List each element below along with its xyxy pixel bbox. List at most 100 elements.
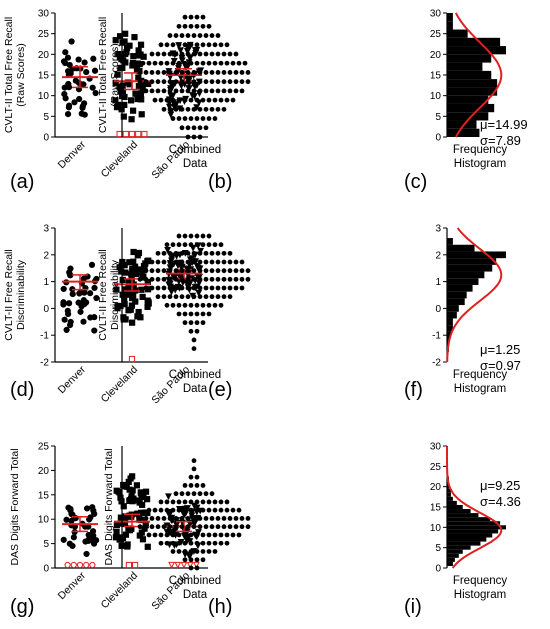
y-axis-title: CVLT-II Free Recall Discriminability <box>3 249 27 340</box>
data-point <box>138 509 145 516</box>
data-point <box>212 97 218 103</box>
data-point <box>164 60 170 66</box>
combined-label-line: Data <box>183 383 208 395</box>
data-point <box>64 110 72 118</box>
data-point <box>149 259 155 265</box>
histogram-bar <box>447 325 453 332</box>
y-tick-label: 20 <box>38 466 50 477</box>
data-point <box>185 106 191 112</box>
data-point <box>179 79 185 85</box>
data-point <box>200 549 206 554</box>
data-point <box>149 268 155 274</box>
floor-point <box>122 130 129 138</box>
data-point <box>191 125 197 131</box>
histogram-bar <box>447 37 501 47</box>
axis-title-line: (Raw Scores) <box>109 43 121 107</box>
data-point <box>179 250 185 256</box>
data-point <box>113 104 121 111</box>
data-point <box>67 70 74 77</box>
fit-stats: μ=1.25σ=0.97 <box>480 342 521 373</box>
data-point <box>221 79 227 85</box>
data-point <box>127 306 134 313</box>
data-point <box>64 307 71 314</box>
data-point <box>188 255 196 263</box>
data-point <box>212 540 218 546</box>
data-point <box>138 111 145 118</box>
data-point <box>164 532 170 538</box>
data-point <box>193 82 201 89</box>
data-point <box>218 507 224 513</box>
data-point <box>167 516 173 521</box>
data-point <box>179 524 185 530</box>
data-point <box>194 320 200 326</box>
data-point <box>193 263 201 270</box>
data-point <box>200 42 206 48</box>
data-point <box>146 60 152 66</box>
data-point <box>155 276 161 282</box>
data-point <box>167 33 173 38</box>
data-point <box>164 247 172 254</box>
data-point <box>182 483 188 488</box>
histogram-bar <box>447 264 493 272</box>
data-point <box>215 33 221 38</box>
floor-point <box>125 561 133 569</box>
data-point <box>194 60 200 66</box>
data-point <box>179 88 185 94</box>
data-point <box>227 524 233 530</box>
data-point <box>218 60 224 66</box>
data-point <box>155 88 161 94</box>
data-point <box>182 242 188 248</box>
data-point <box>176 540 182 546</box>
data-point <box>215 51 221 57</box>
y-tick-label: -1 <box>40 331 49 342</box>
data-point <box>215 70 221 75</box>
data-point <box>177 47 184 55</box>
combined-label-line: Data <box>183 589 208 601</box>
normal-fit-curve <box>455 12 503 138</box>
data-point <box>245 524 251 530</box>
data-point <box>227 70 233 75</box>
data-point <box>227 51 233 57</box>
panel-2-y-axis: 0 5 10 15 20 25 30 <box>430 9 448 144</box>
data-point <box>200 483 206 488</box>
data-point <box>139 83 146 90</box>
data-point <box>191 524 197 530</box>
floor-point <box>168 561 176 569</box>
histogram-bar <box>447 95 489 104</box>
data-point <box>161 268 167 274</box>
axis-title-line: (Raw Scores) <box>15 43 27 107</box>
histogram-bar <box>447 541 481 546</box>
data-point <box>194 549 200 554</box>
data-point <box>179 268 185 274</box>
data-point <box>191 88 197 94</box>
combined-label-line: Combined <box>169 575 221 587</box>
data-point <box>212 116 218 121</box>
data-point <box>167 70 173 75</box>
data-point <box>61 59 69 67</box>
histogram-bar <box>447 258 497 265</box>
histogram-bar <box>447 21 453 30</box>
y-tick-label: -2 <box>432 358 441 369</box>
data-point <box>193 104 201 112</box>
fit-stats: μ=14.99σ=7.89 <box>480 117 528 148</box>
data-point <box>182 42 188 48</box>
data-point <box>200 540 206 546</box>
histogram-bar <box>447 561 453 566</box>
data-point <box>83 550 90 558</box>
data-point <box>242 60 248 66</box>
histogram-bar <box>447 311 457 319</box>
y-tick-label: 0 <box>435 304 441 315</box>
panel-letter: (f) <box>404 379 423 401</box>
data-point <box>69 290 76 298</box>
data-point <box>134 252 141 259</box>
data-point <box>176 42 182 48</box>
data-point <box>239 285 245 291</box>
data-point <box>173 33 179 38</box>
data-point <box>143 276 149 282</box>
data-point <box>239 259 245 265</box>
sigma-label: σ=4.36 <box>480 494 521 509</box>
data-point <box>173 285 179 291</box>
data-point <box>130 258 137 265</box>
histogram-label-line: Histogram <box>454 158 506 170</box>
data-point <box>185 516 191 521</box>
